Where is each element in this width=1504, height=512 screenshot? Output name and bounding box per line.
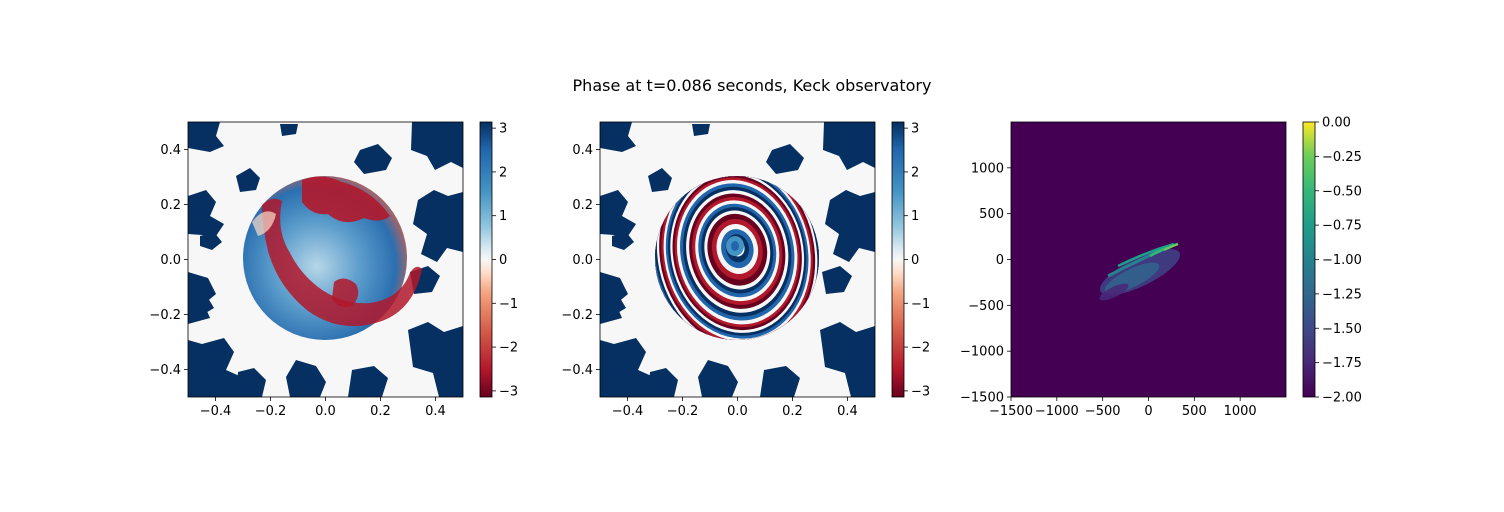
x-tick-label: 1000 — [1224, 404, 1257, 419]
x-tick-label: −500 — [1085, 404, 1121, 419]
y-tick-label: −500 — [968, 299, 1004, 314]
x-tick-label: −1000 — [1035, 404, 1079, 419]
phase-center-core — [731, 241, 739, 251]
psf-streak-2 — [1117, 242, 1175, 268]
x-tick-label: 0.4 — [425, 404, 446, 419]
colorbar-tick-label: 2 — [911, 165, 919, 180]
y-tick-label: −0.2 — [561, 308, 593, 323]
colorbar-tick-label: 3 — [911, 122, 919, 137]
x-tick-label: −1500 — [989, 404, 1033, 419]
colorbar-tick-label: −0.25 — [1322, 150, 1362, 165]
y-tick-label: 0.2 — [160, 198, 181, 213]
y-tick-label: −1000 — [960, 345, 1004, 360]
colorbar-tick-label: −2 — [911, 341, 930, 356]
colorbar-tick-label: 0.00 — [1322, 116, 1351, 131]
heatmap-2-patches — [600, 122, 875, 397]
colorbar-tick-label: −1.25 — [1322, 287, 1362, 302]
x-tick-label: 0.0 — [315, 404, 336, 419]
x-tick-label: 0.2 — [782, 404, 803, 419]
colorbar-tick-label: 1 — [911, 209, 919, 224]
x-tick-label: 0.4 — [837, 404, 858, 419]
colorbar-1-ticks: −3 −2 −1 0 1 2 3 — [492, 122, 518, 399]
colorbar-tick-label: 1 — [499, 209, 507, 224]
colorbar-tick-label: −2.00 — [1322, 391, 1362, 406]
psf-core — [1163, 243, 1179, 251]
colorbar-2 — [891, 121, 905, 398]
colorbar-tick-label: −3 — [911, 384, 930, 399]
x-tick-label: 500 — [1182, 404, 1207, 419]
psf-tail — [1099, 283, 1129, 301]
phase-wrap-region-top — [302, 176, 390, 223]
colorbar-tick-label: −1 — [499, 297, 518, 312]
colorbar-tick-label: −1.50 — [1322, 322, 1362, 337]
phase-wrap-patch-center — [332, 278, 359, 307]
colorbar-tick-label: −2 — [499, 341, 518, 356]
y-tick-label: −0.4 — [149, 363, 181, 378]
y-tick-label: 0.4 — [572, 143, 593, 158]
y-tick-label: 0.0 — [572, 253, 593, 268]
phase-wrap-band-left — [262, 198, 422, 327]
colorbar-3-ticks: −2.00 −1.75 −1.50 −1.25 −1.00 −0.75 −0.50 −0.25… — [1315, 116, 1362, 406]
x-tick-label: 0.0 — [727, 404, 748, 419]
colorbar-tick-label: −3 — [499, 384, 518, 399]
panel-2: −0.4 −0.2 0.0 0.2 0.4−0.4−0.20.00.20.4 −3−2−… — [561, 121, 930, 419]
colorbar-tick-label: −0.75 — [1322, 219, 1362, 234]
x-tick-label: −0.4 — [612, 404, 644, 419]
colorbar-tick-label: −1 — [911, 297, 930, 312]
colorbar-tick-label: 3 — [499, 122, 507, 137]
y-tick-label: 0.2 — [572, 198, 593, 213]
x-tick-label: −0.2 — [667, 404, 699, 419]
colorbar-tick-label: −1.00 — [1322, 253, 1362, 268]
colorbar-tick-label: 2 — [499, 165, 507, 180]
x-tick-label: −0.4 — [200, 404, 232, 419]
y-tick-label: −0.4 — [561, 363, 593, 378]
panel-1: −0.4 −0.2 0.0 0.2 0.4−0.4−0.20.00.20.4 −3−2−… — [149, 121, 518, 419]
y-tick-label: −1500 — [960, 391, 1004, 406]
figure-title: Phase at t=0.086 seconds, Keck observato… — [573, 76, 932, 95]
x-tick-label: −0.2 — [255, 404, 287, 419]
panel-3: −1500 −1000 −500 0 500 1000−1500−1000−5000500… — [960, 116, 1362, 420]
y-tick-label: 0.0 — [160, 253, 181, 268]
heatmap-1-patches — [188, 122, 463, 397]
colorbar-1 — [479, 121, 493, 398]
y-tick-label: −0.2 — [149, 308, 181, 323]
y-tick-label: 0.4 — [160, 143, 181, 158]
y-tick-label: 0 — [996, 253, 1004, 268]
colorbar-2-ticks: −3 −2 −1 0 1 2 3 — [904, 122, 930, 399]
y-tick-label: 500 — [979, 207, 1004, 222]
colorbar-tick-label: 0 — [499, 253, 507, 268]
phase-transition-left — [252, 211, 276, 236]
x-tick-label: 0.2 — [370, 404, 391, 419]
colorbar-tick-label: −0.50 — [1322, 184, 1362, 199]
colorbar-tick-label: −1.75 — [1322, 356, 1362, 371]
y-tick-label: 1000 — [971, 161, 1004, 176]
axes-2-ticks: −0.4 −0.2 0.0 0.2 0.4 −0.4 −0.2 0.0 0.2 0.4 — [561, 143, 857, 419]
colorbar-tick-label: 0 — [911, 253, 919, 268]
x-tick-label: 0 — [1144, 404, 1152, 419]
colorbar-3 — [1302, 121, 1316, 398]
axes-3-ticks: −1500 −1000 −500 0 500 1000−1500−1000−5000500… — [960, 161, 1257, 419]
axes-1-ticks: −0.4 −0.2 0.0 0.2 0.4 −0.4 −0.2 0.0 0.2 0.4 — [149, 143, 445, 419]
psf-speckle-blob — [1099, 242, 1181, 301]
